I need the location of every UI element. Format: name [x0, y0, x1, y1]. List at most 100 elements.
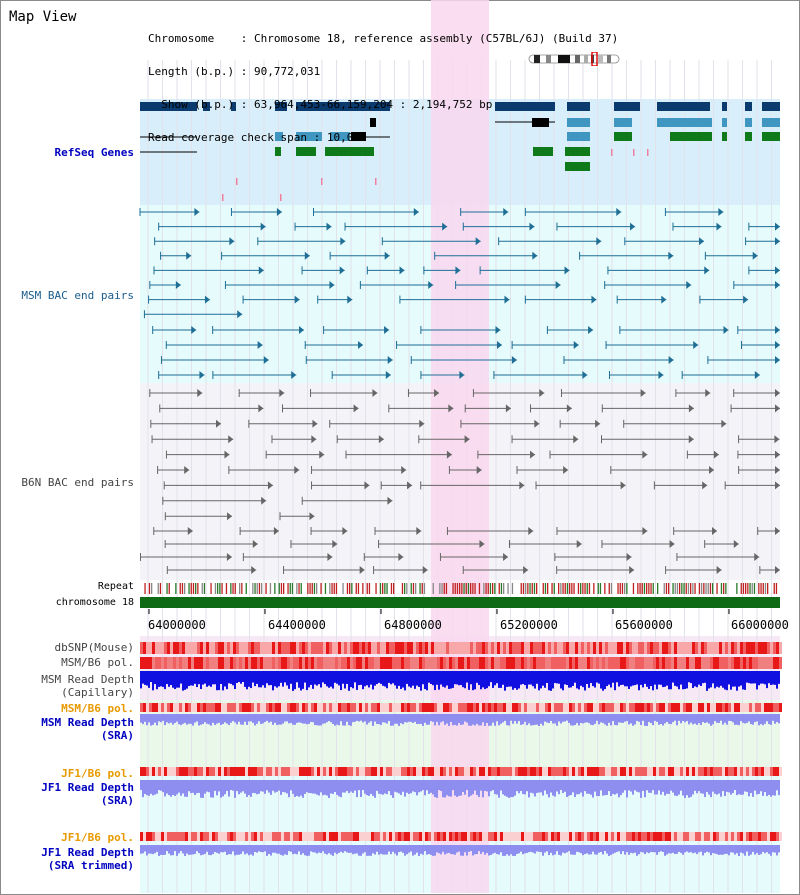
read-depth-bar: [662, 671, 664, 688]
b6n-bac-pair: [448, 404, 454, 413]
polymorphism-cell: [323, 832, 326, 841]
polymorphism-cell: [407, 767, 410, 776]
read-depth-bar: [608, 714, 610, 723]
polymorphism-cell: [323, 767, 326, 776]
polymorphism-cell: [689, 642, 692, 654]
repeat-mark: [498, 583, 500, 594]
polymorphism-cell: [347, 642, 350, 654]
read-depth-bar: [732, 845, 734, 853]
read-depth-bar: [300, 671, 302, 691]
read-depth-bar: [638, 845, 640, 855]
read-depth-bar: [722, 714, 724, 725]
polymorphism-cell: [440, 657, 443, 669]
read-depth-bar: [688, 671, 690, 683]
read-depth-bar: [504, 780, 506, 796]
polymorphism-cell: [404, 642, 407, 654]
read-depth-bar: [748, 845, 750, 856]
polymorphism-cell: [272, 767, 275, 776]
read-depth-bar: [584, 671, 586, 691]
polymorphism-cell: [740, 832, 743, 841]
polymorphism-cell: [335, 703, 338, 712]
read-depth-bar: [646, 714, 648, 726]
msm-bac-pair: [564, 266, 570, 275]
polymorphism-cell: [581, 657, 584, 669]
read-depth-bar: [490, 671, 492, 683]
polymorphism-cell: [758, 642, 761, 654]
read-depth-bar: [406, 780, 408, 793]
read-depth-bar: [598, 714, 600, 725]
read-depth-bar: [150, 845, 152, 854]
b6n-bac-pair: [775, 450, 780, 459]
read-depth-bar: [718, 714, 720, 723]
repeat-mark: [256, 583, 258, 594]
read-depth-bar: [166, 714, 168, 723]
polymorphism-cell: [377, 703, 380, 712]
polymorphism-cell: [185, 657, 188, 669]
polymorphism-cell: [578, 703, 581, 712]
read-depth-bar: [304, 714, 306, 724]
read-depth-bar: [252, 671, 254, 683]
repeat-mark: [421, 583, 423, 594]
polymorphism-cell: [764, 832, 767, 841]
read-depth-bar: [684, 714, 686, 723]
read-depth-bar: [466, 714, 468, 723]
read-depth-bar: [638, 714, 640, 722]
read-depth-bar: [438, 714, 440, 726]
polymorphism-cell: [506, 703, 509, 712]
read-depth-bar: [256, 780, 258, 795]
read-depth-bar: [694, 714, 696, 724]
b6n-bac-pair: [398, 553, 404, 561]
polymorphism-cell: [392, 657, 395, 669]
read-depth-bar: [692, 780, 694, 795]
read-depth-bar: [774, 714, 776, 724]
gene-model: [722, 132, 727, 141]
polymorphism-cell: [416, 832, 419, 841]
b6n-bac-pair: [187, 527, 193, 535]
polymorphism-cell: [749, 703, 752, 712]
polymorphism-cell: [539, 832, 542, 841]
read-depth-bar: [480, 780, 482, 791]
msm-bac-pair: [752, 251, 758, 260]
polymorphism-cell: [236, 642, 239, 654]
msm-bac-pair: [668, 356, 674, 364]
read-depth-bar: [372, 845, 374, 854]
polymorphism-cell: [422, 832, 425, 841]
read-depth-bar: [572, 845, 574, 855]
read-depth-bar: [510, 845, 512, 855]
polymorphism-cell: [626, 832, 629, 841]
read-depth-bar: [650, 714, 652, 724]
b6n-bac-pair: [479, 540, 485, 548]
polymorphism-cell: [515, 832, 518, 841]
polymorphism-cell: [659, 703, 662, 712]
repeat-mark: [296, 583, 298, 594]
chromosome-track-label: chromosome 18: [55, 597, 134, 608]
read-depth-bar: [298, 780, 300, 797]
polymorphism-cell: [476, 832, 479, 841]
read-depth-bar: [258, 780, 260, 794]
polymorphism-cell: [311, 832, 314, 841]
read-depth-bar: [244, 780, 246, 794]
polymorphism-cell: [536, 767, 539, 776]
read-depth-bar: [572, 671, 574, 686]
read-depth-bar: [200, 671, 202, 690]
read-depth-bar: [532, 671, 534, 687]
chromosome-ideogram[interactable]: [528, 52, 622, 66]
read-depth-bar: [182, 780, 184, 794]
read-depth-bar: [662, 714, 664, 726]
read-depth-bar: [436, 845, 438, 853]
read-depth-bar: [694, 780, 696, 791]
read-depth-bar: [352, 671, 354, 689]
read-depth-bar: [194, 845, 196, 854]
read-depth-bar: [196, 780, 198, 794]
read-depth-bar: [750, 780, 752, 793]
read-depth-bar: [632, 845, 634, 854]
repeat-mark: [511, 583, 514, 594]
msm-bac-pair: [384, 326, 390, 334]
b6n-bac-pair: [378, 435, 384, 444]
read-depth-bar: [302, 714, 304, 724]
read-depth-bar: [448, 714, 450, 726]
polymorphism-cell: [236, 767, 239, 776]
read-depth-bar: [458, 845, 460, 852]
polymorphism-cell: [431, 657, 434, 669]
